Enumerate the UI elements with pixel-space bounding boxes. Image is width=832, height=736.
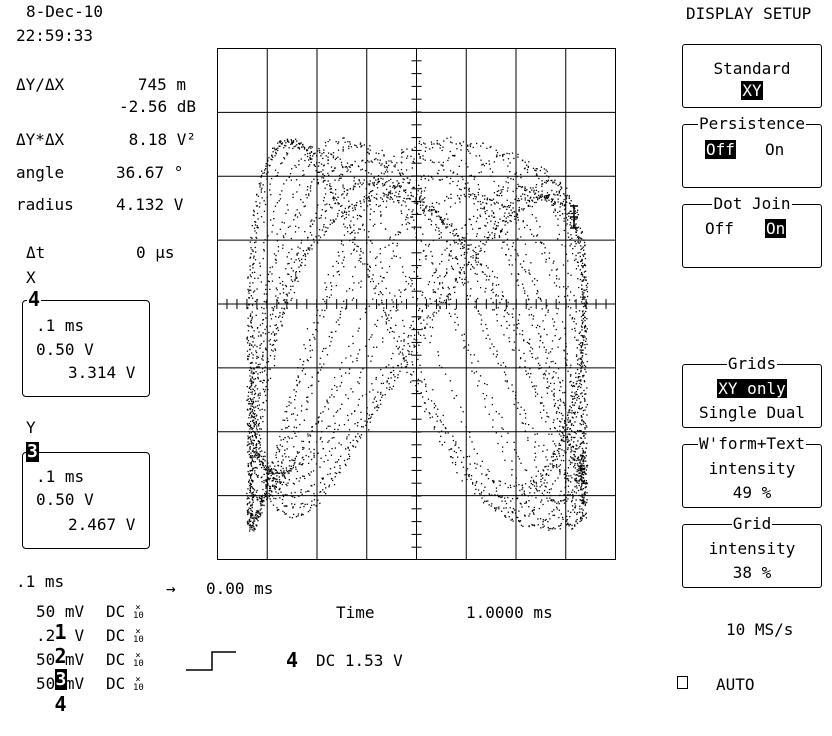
dot-join-label: Dot Join (712, 194, 791, 213)
x-channel-number: 4 (27, 289, 41, 309)
dy-dx-label: ΔY/ΔX (16, 75, 64, 95)
channel-1-probe: 10 (133, 612, 143, 620)
dot-join-menu[interactable]: Dot Join Off On (682, 204, 822, 268)
standard-xy-menu[interactable]: Standard XY (682, 44, 822, 108)
channel-3-coupling: DC (106, 650, 125, 670)
trigger-info: DC 1.53 V (316, 651, 403, 671)
persistence-menu[interactable]: Persistence Off On (682, 124, 822, 188)
time-display: 22:59:33 (16, 26, 93, 46)
y-value: 2.467 V (68, 515, 135, 535)
waveform-text-intensity-menu[interactable]: W'form+Text intensity 49 % (682, 444, 822, 508)
x-channel-box[interactable]: 4 .1 ms 0.50 V 3.314 V (22, 300, 150, 397)
y-channel-number: 3 (26, 442, 39, 462)
grids-options[interactable]: Single Dual (683, 403, 821, 423)
xy-graticule[interactable] (217, 48, 616, 560)
channel-4-probe: 10 (133, 684, 143, 692)
delta-t-value: 0 μs (136, 243, 175, 263)
channel-1-scale: 50 mV (36, 602, 84, 622)
auto-label: AUTO (716, 675, 755, 695)
dy-mult-dx-value: 8.18 V² (110, 130, 196, 150)
bottom-timebase: .1 ms (16, 572, 64, 592)
x-volts-div: 0.50 V (36, 340, 94, 360)
grid-intensity-menu[interactable]: Grid intensity 38 % (682, 524, 822, 588)
standard-label: Standard (683, 59, 821, 79)
angle-label: angle (16, 163, 64, 183)
time-label: Time (336, 603, 375, 623)
wform-intensity-value: 49 % (683, 483, 821, 503)
grid-label: Grid (732, 514, 773, 533)
grids-label: Grids (727, 354, 777, 373)
dot-join-on-option[interactable]: On (765, 219, 786, 238)
angle-value: 36.67 ° (116, 163, 183, 183)
dy-mult-dx-label: ΔY*ΔX (16, 130, 64, 150)
grid-intensity-value: 38 % (683, 563, 821, 583)
persistence-on-option[interactable]: On (765, 140, 784, 160)
persistence-off-option[interactable]: Off (705, 140, 736, 159)
channel-list: 1 50 mV DC × 10 2 .2 V DC × 10 3 50 mV D… (16, 600, 166, 696)
grids-xy-only-option[interactable]: XY only (717, 379, 786, 398)
radius-value: 4.132 V (116, 195, 183, 215)
grid-intensity-label: intensity (683, 539, 821, 559)
delay-arrow-icon: → (166, 579, 176, 599)
channel-3-scale: 50 mV (36, 650, 84, 670)
persistence-label: Persistence (698, 114, 806, 133)
dy-dx-value: 745 m (120, 75, 186, 95)
channel-3-probe: 10 (133, 660, 143, 668)
grid-lines (217, 48, 616, 560)
dy-dx-db-value: -2.56 dB (100, 97, 196, 117)
wform-text-label: W'form+Text (698, 434, 806, 453)
time-value: 1.0000 ms (466, 603, 553, 623)
channel-2-scale: .2 V (36, 626, 84, 646)
dot-join-off-option[interactable]: Off (705, 219, 734, 239)
x-timebase: .1 ms (36, 316, 84, 336)
trigger-channel-number: 4 (286, 650, 298, 670)
xy-trace (246, 137, 588, 532)
wform-intensity-label: intensity (683, 459, 821, 479)
channel-4-coupling: DC (106, 674, 125, 694)
delta-t-label: Δt (26, 243, 45, 263)
cursor-marker-icon (570, 206, 578, 228)
channel-1-coupling: DC (106, 602, 125, 622)
channel-2-probe: 10 (133, 636, 143, 644)
x-channel-label: X (26, 268, 36, 288)
menu-title: DISPLAY SETUP (686, 4, 811, 24)
y-channel-label: Y (26, 418, 36, 438)
y-channel-box[interactable]: 3 .1 ms 0.50 V 2.467 V (22, 452, 150, 549)
y-timebase: .1 ms (36, 467, 84, 487)
x-value: 3.314 V (68, 363, 135, 383)
channel-4-scale: 50 mV (36, 674, 84, 694)
delay-value: 0.00 ms (206, 579, 273, 599)
rising-edge-trigger-icon (186, 650, 238, 672)
date-display: 8-Dec-10 (26, 2, 103, 22)
channel-2-coupling: DC (106, 626, 125, 646)
radius-label: radius (16, 195, 74, 215)
auto-checkbox-icon[interactable] (677, 676, 688, 689)
standard-xy-value: XY (741, 81, 762, 100)
grids-menu[interactable]: Grids XY only Single Dual (682, 364, 822, 428)
y-volts-div: 0.50 V (36, 490, 94, 510)
sample-rate: 10 MS/s (726, 620, 793, 640)
